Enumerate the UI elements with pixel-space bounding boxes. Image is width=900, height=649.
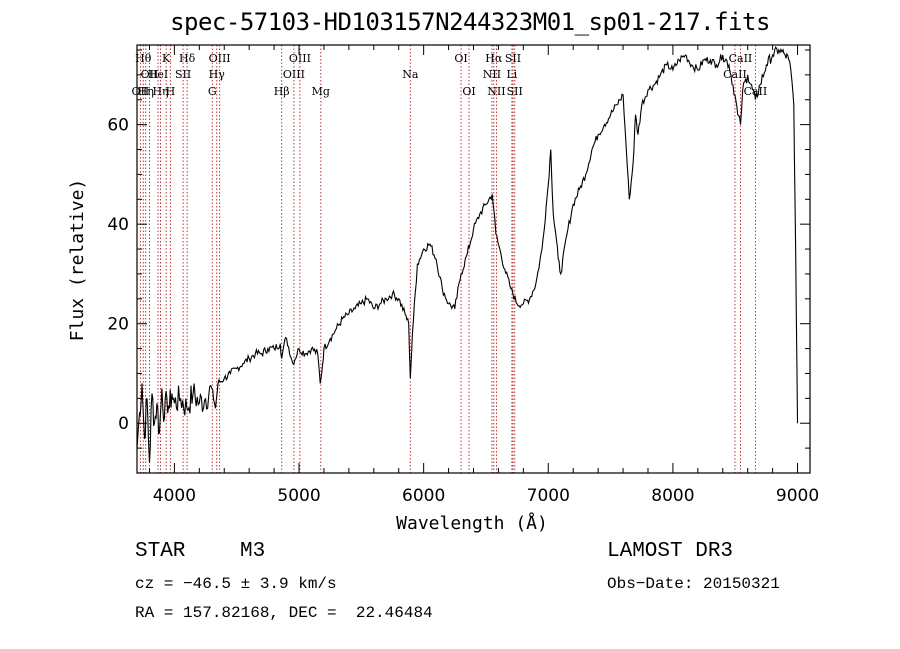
line-label: K [162,52,171,65]
line-label: OIII [289,52,311,65]
x-axis-label: Wavelength (Å) [396,512,548,534]
y-tick-label: 20 [107,315,129,335]
spectrum-series-line [136,46,799,464]
object-subclass: M3 [240,540,266,563]
line-label: SII [175,68,191,81]
y-tick-label: 40 [107,215,129,235]
line-label: Hθ [135,52,152,65]
line-label: OIII [209,52,231,65]
line-label: OII [132,85,150,98]
chart-title: spec-57103-HD103157N244323M01_sp01-217.f… [170,8,770,36]
x-tick-label: 6000 [402,486,445,506]
line-label: Mg [312,85,330,98]
redshift-velocity: cz = −46.5 ± 3.9 km/s [135,575,337,593]
object-class: STAR [135,540,186,563]
plot-frame [136,44,811,474]
line-label: Hβ [274,85,290,98]
line-label: OI [462,85,475,98]
emission-line-labels: OIIHθHηOIIHeIHηKHSIIHδGHγOIIIHβOIIIOIIIM… [132,52,768,98]
sky-coordinates: RA = 157.82168, DEC = 22.46484 [135,604,433,622]
line-label: HeI [148,68,168,81]
line-label: Hα [485,52,503,65]
line-label: NII [487,85,505,98]
line-label: Hη [152,85,168,98]
line-label: CaII [723,68,747,81]
x-tick-label: 4000 [153,486,196,506]
line-label: SII [505,52,521,65]
line-label: G [208,85,217,98]
y-axis-label: Flux (relative) [67,179,88,342]
line-label: Hδ [179,52,196,65]
x-tick-label: 5000 [277,486,320,506]
line-label: Hγ [209,68,226,81]
line-label: NII [483,68,501,81]
line-label: H [166,85,176,98]
line-label: CaII [744,85,768,98]
line-label: OII [141,68,159,81]
y-tick-label: 60 [107,116,129,136]
line-label: OI [454,52,467,65]
line-label: SII [507,85,523,98]
line-label: Li [506,68,517,81]
axis-ticks: 4000 5000 6000 7000 8000 9000 0 20 40 60 [107,45,819,506]
x-tick-label: 8000 [651,486,694,506]
line-label: Na [402,68,419,81]
line-label: OIII [283,68,305,81]
emission-line-markers [139,45,756,473]
y-tick-label: 0 [118,414,129,434]
x-tick-label: 7000 [527,486,570,506]
observation-date: Obs−Date: 20150321 [607,575,780,593]
line-label: CaII [729,52,753,65]
x-tick-label: 9000 [776,486,819,506]
line-label: Hη [138,85,154,98]
survey-name: LAMOST DR3 [607,540,734,563]
